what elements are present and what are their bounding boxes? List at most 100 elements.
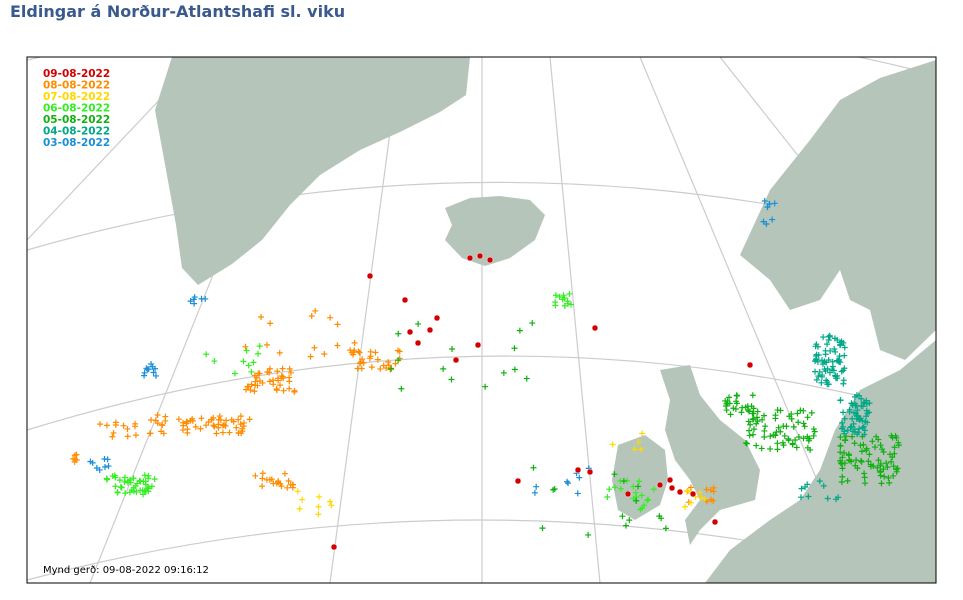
strike-cross <box>141 472 148 479</box>
strike-cross <box>840 423 847 430</box>
strike-cross <box>256 370 263 377</box>
strike-cross <box>286 378 293 385</box>
strike-cross <box>287 481 294 488</box>
strike-cross <box>727 411 734 418</box>
strike-cross <box>889 434 896 441</box>
strike-cross <box>132 432 139 439</box>
strike-cross <box>118 484 125 491</box>
strike-cross <box>858 395 865 402</box>
legend-entry: 06-08-2022 <box>43 103 110 115</box>
strike-cross <box>762 423 769 430</box>
strike-cross <box>539 525 546 532</box>
strike-cross <box>859 424 866 431</box>
strike-cross <box>529 320 536 327</box>
strike-cross <box>645 496 652 503</box>
strike-cross <box>754 408 761 415</box>
strike-cross <box>565 480 572 487</box>
strike-cross <box>883 460 890 467</box>
footer-timestamp: Mynd gerð: 09-08-2022 09:16:12 <box>43 565 209 576</box>
strike-cross <box>858 448 865 455</box>
strike-cross <box>561 302 568 309</box>
strike-cross <box>197 425 204 432</box>
legend: 09-08-202208-08-202207-08-202206-08-2022… <box>43 68 110 149</box>
strike-cross <box>734 392 741 399</box>
strike-cross <box>889 454 896 461</box>
strike-cross <box>862 418 869 425</box>
strike-cross <box>806 435 813 442</box>
page-title: Eldingar á Norður-Atlantshafi sl. viku <box>10 2 346 21</box>
strike-cross <box>866 451 873 458</box>
strike-cross <box>287 369 294 376</box>
strike-cross <box>191 300 198 307</box>
strike-cross <box>611 484 618 491</box>
strike-cross <box>277 382 284 389</box>
strike-cross <box>147 430 154 437</box>
strike-cross <box>857 442 864 449</box>
strike-cross <box>611 471 618 478</box>
strike-cross <box>848 400 855 407</box>
strike-cross <box>130 484 137 491</box>
strike-cross <box>559 296 566 303</box>
strike-cross <box>726 394 733 401</box>
strike-cross <box>891 450 898 457</box>
strike-cross <box>112 419 119 426</box>
strike-cross <box>395 330 402 337</box>
strike-cross <box>858 457 865 464</box>
strike-cross <box>101 456 108 463</box>
strike-cross <box>440 365 447 372</box>
strike-cross <box>316 493 323 500</box>
strike-cross <box>523 375 530 382</box>
strike-cross <box>848 423 855 430</box>
strike-cross <box>852 402 859 409</box>
strike-cross <box>104 476 111 483</box>
strike-cross <box>837 457 844 464</box>
strike-cross <box>751 426 758 433</box>
strike-cross <box>321 351 328 358</box>
strike-cross <box>148 483 155 490</box>
strike-cross <box>263 341 270 348</box>
strike-cross <box>854 407 861 414</box>
strike-cross <box>798 485 805 492</box>
strike-cross <box>890 472 897 479</box>
strike-cross <box>500 369 507 376</box>
strike-cross <box>837 397 844 404</box>
strike-cross <box>334 342 341 349</box>
strike-cross <box>121 474 128 481</box>
strike-cross <box>656 513 663 520</box>
strike-cross <box>152 365 159 372</box>
strike-cross <box>641 502 648 509</box>
strike-cross <box>644 497 651 504</box>
strike-cross <box>154 412 161 419</box>
strike-cross <box>237 421 244 428</box>
strike-cross <box>841 436 848 443</box>
strike-cross <box>874 464 881 471</box>
strike-cross <box>368 364 375 371</box>
strike-cross <box>245 362 252 369</box>
strike-cross <box>763 221 770 228</box>
strike-cross <box>794 410 801 417</box>
strike-cross <box>148 416 155 423</box>
map-body <box>27 57 936 583</box>
strike-dot <box>514 477 522 485</box>
strike-cross <box>881 473 888 480</box>
strike-cross <box>202 295 209 302</box>
strike-cross <box>635 439 642 446</box>
strike-cross <box>482 383 489 390</box>
strike-dot <box>426 326 434 334</box>
strike-cross <box>893 468 900 475</box>
strike-cross <box>270 377 277 384</box>
strike-cross <box>824 495 831 502</box>
strike-cross <box>259 475 266 482</box>
strike-cross <box>783 423 790 430</box>
strike-cross <box>824 341 831 348</box>
strike-cross <box>818 357 825 364</box>
strike-cross <box>120 422 127 429</box>
strike-cross <box>818 379 825 386</box>
strike-cross <box>851 426 858 433</box>
strike-cross <box>387 366 394 373</box>
strike-cross <box>564 300 571 307</box>
strike-cross <box>774 440 781 447</box>
strike-cross <box>96 466 103 473</box>
strike-cross <box>449 346 456 353</box>
strike-cross <box>124 425 131 432</box>
